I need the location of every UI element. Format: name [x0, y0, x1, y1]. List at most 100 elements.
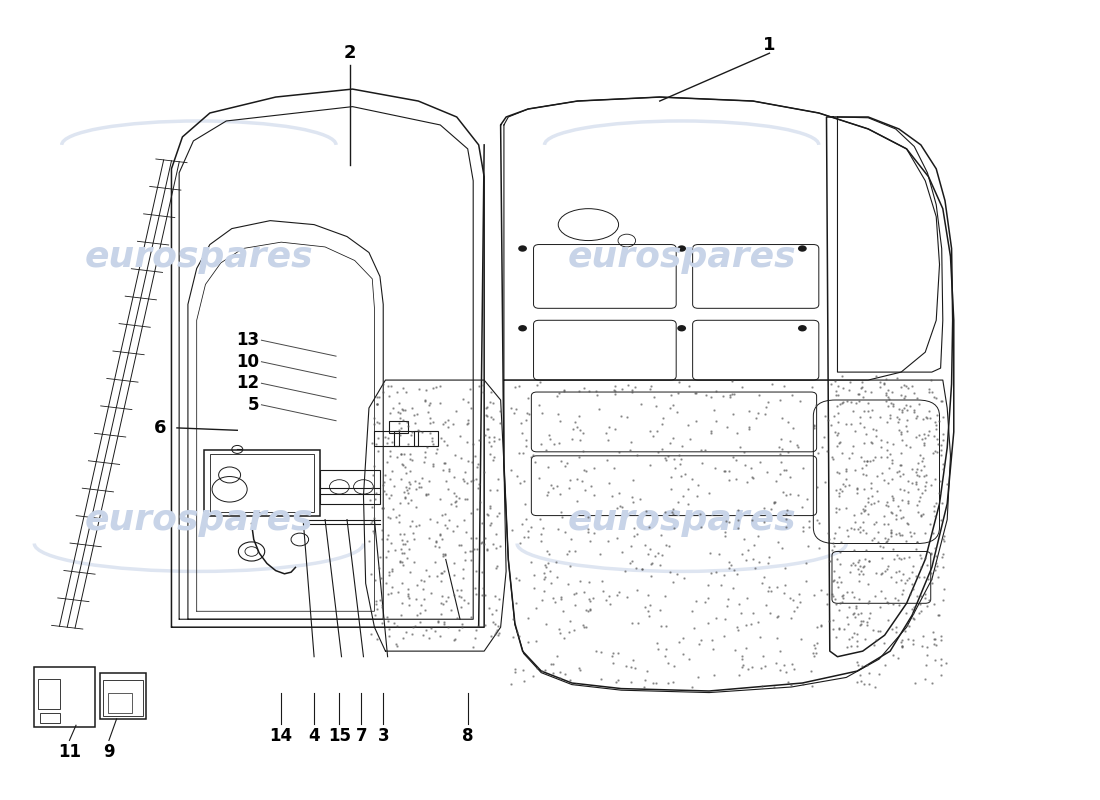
Point	[726, 644, 744, 657]
Point	[586, 385, 604, 398]
Point	[448, 584, 465, 597]
Point	[750, 555, 768, 568]
Point	[582, 534, 600, 547]
Point	[926, 510, 944, 522]
Point	[724, 450, 741, 463]
Point	[849, 659, 867, 672]
Point	[933, 394, 950, 407]
Point	[927, 557, 945, 570]
Point	[776, 586, 793, 599]
Point	[411, 616, 429, 629]
Point	[378, 455, 396, 468]
Point	[378, 528, 396, 541]
Point	[767, 657, 784, 670]
Point	[481, 447, 498, 460]
Point	[404, 454, 421, 467]
Text: 7: 7	[355, 727, 367, 746]
Point	[438, 438, 455, 451]
Point	[746, 539, 763, 552]
Point	[811, 542, 828, 554]
Point	[478, 422, 496, 435]
Point	[517, 413, 535, 426]
Point	[923, 676, 940, 689]
Point	[925, 505, 943, 518]
Point	[772, 455, 790, 468]
Point	[658, 454, 675, 466]
Point	[459, 395, 476, 408]
Point	[934, 462, 952, 475]
Point	[557, 667, 574, 680]
Text: eurospares: eurospares	[85, 239, 313, 274]
Point	[606, 423, 624, 436]
Point	[872, 585, 890, 598]
Point	[537, 443, 554, 456]
Point	[882, 530, 900, 542]
Point	[576, 484, 594, 497]
Point	[392, 406, 409, 419]
Point	[571, 574, 588, 587]
Point	[860, 595, 878, 608]
Point	[439, 414, 456, 426]
Point	[914, 452, 932, 465]
Point	[554, 604, 572, 617]
Point	[846, 463, 864, 476]
Point	[504, 524, 521, 537]
Point	[414, 629, 431, 642]
Point	[387, 637, 405, 650]
Text: 14: 14	[270, 727, 293, 746]
Text: eurospares: eurospares	[85, 502, 313, 537]
Point	[433, 590, 451, 602]
Point	[382, 536, 399, 549]
Point	[608, 588, 626, 601]
Point	[890, 424, 908, 437]
Point	[621, 557, 639, 570]
Point	[779, 415, 796, 428]
Point	[818, 598, 836, 610]
Point	[466, 582, 484, 594]
Point	[403, 426, 420, 438]
Point	[444, 418, 462, 430]
Point	[395, 486, 412, 498]
Point	[627, 562, 645, 574]
Point	[913, 639, 931, 652]
Point	[892, 381, 910, 394]
Point	[393, 534, 410, 546]
Point	[588, 389, 606, 402]
Point	[416, 450, 433, 463]
Point	[408, 578, 426, 591]
Point	[492, 417, 509, 430]
Point	[623, 540, 640, 553]
Point	[551, 414, 569, 427]
Point	[481, 502, 498, 514]
Point	[430, 541, 448, 554]
Point	[507, 402, 525, 415]
Point	[475, 466, 493, 478]
Point	[543, 657, 561, 670]
Point	[365, 511, 383, 524]
Point	[463, 610, 481, 623]
Point	[361, 493, 378, 506]
Point	[829, 490, 847, 502]
Point	[394, 537, 411, 550]
Point	[878, 596, 895, 609]
Point	[933, 444, 950, 457]
Point	[898, 574, 915, 586]
Point	[788, 438, 805, 451]
Point	[421, 397, 439, 410]
Point	[484, 412, 502, 425]
Point	[843, 559, 860, 572]
Point	[923, 548, 940, 561]
Point	[855, 615, 872, 628]
Point	[854, 375, 871, 388]
Point	[707, 385, 725, 398]
Point	[854, 468, 871, 481]
Point	[662, 483, 680, 496]
Point	[582, 480, 600, 493]
Point	[927, 423, 945, 436]
Point	[920, 429, 937, 442]
Point	[925, 430, 943, 442]
Point	[568, 494, 585, 507]
Point	[374, 378, 392, 390]
Point	[904, 578, 922, 591]
Point	[746, 562, 763, 574]
